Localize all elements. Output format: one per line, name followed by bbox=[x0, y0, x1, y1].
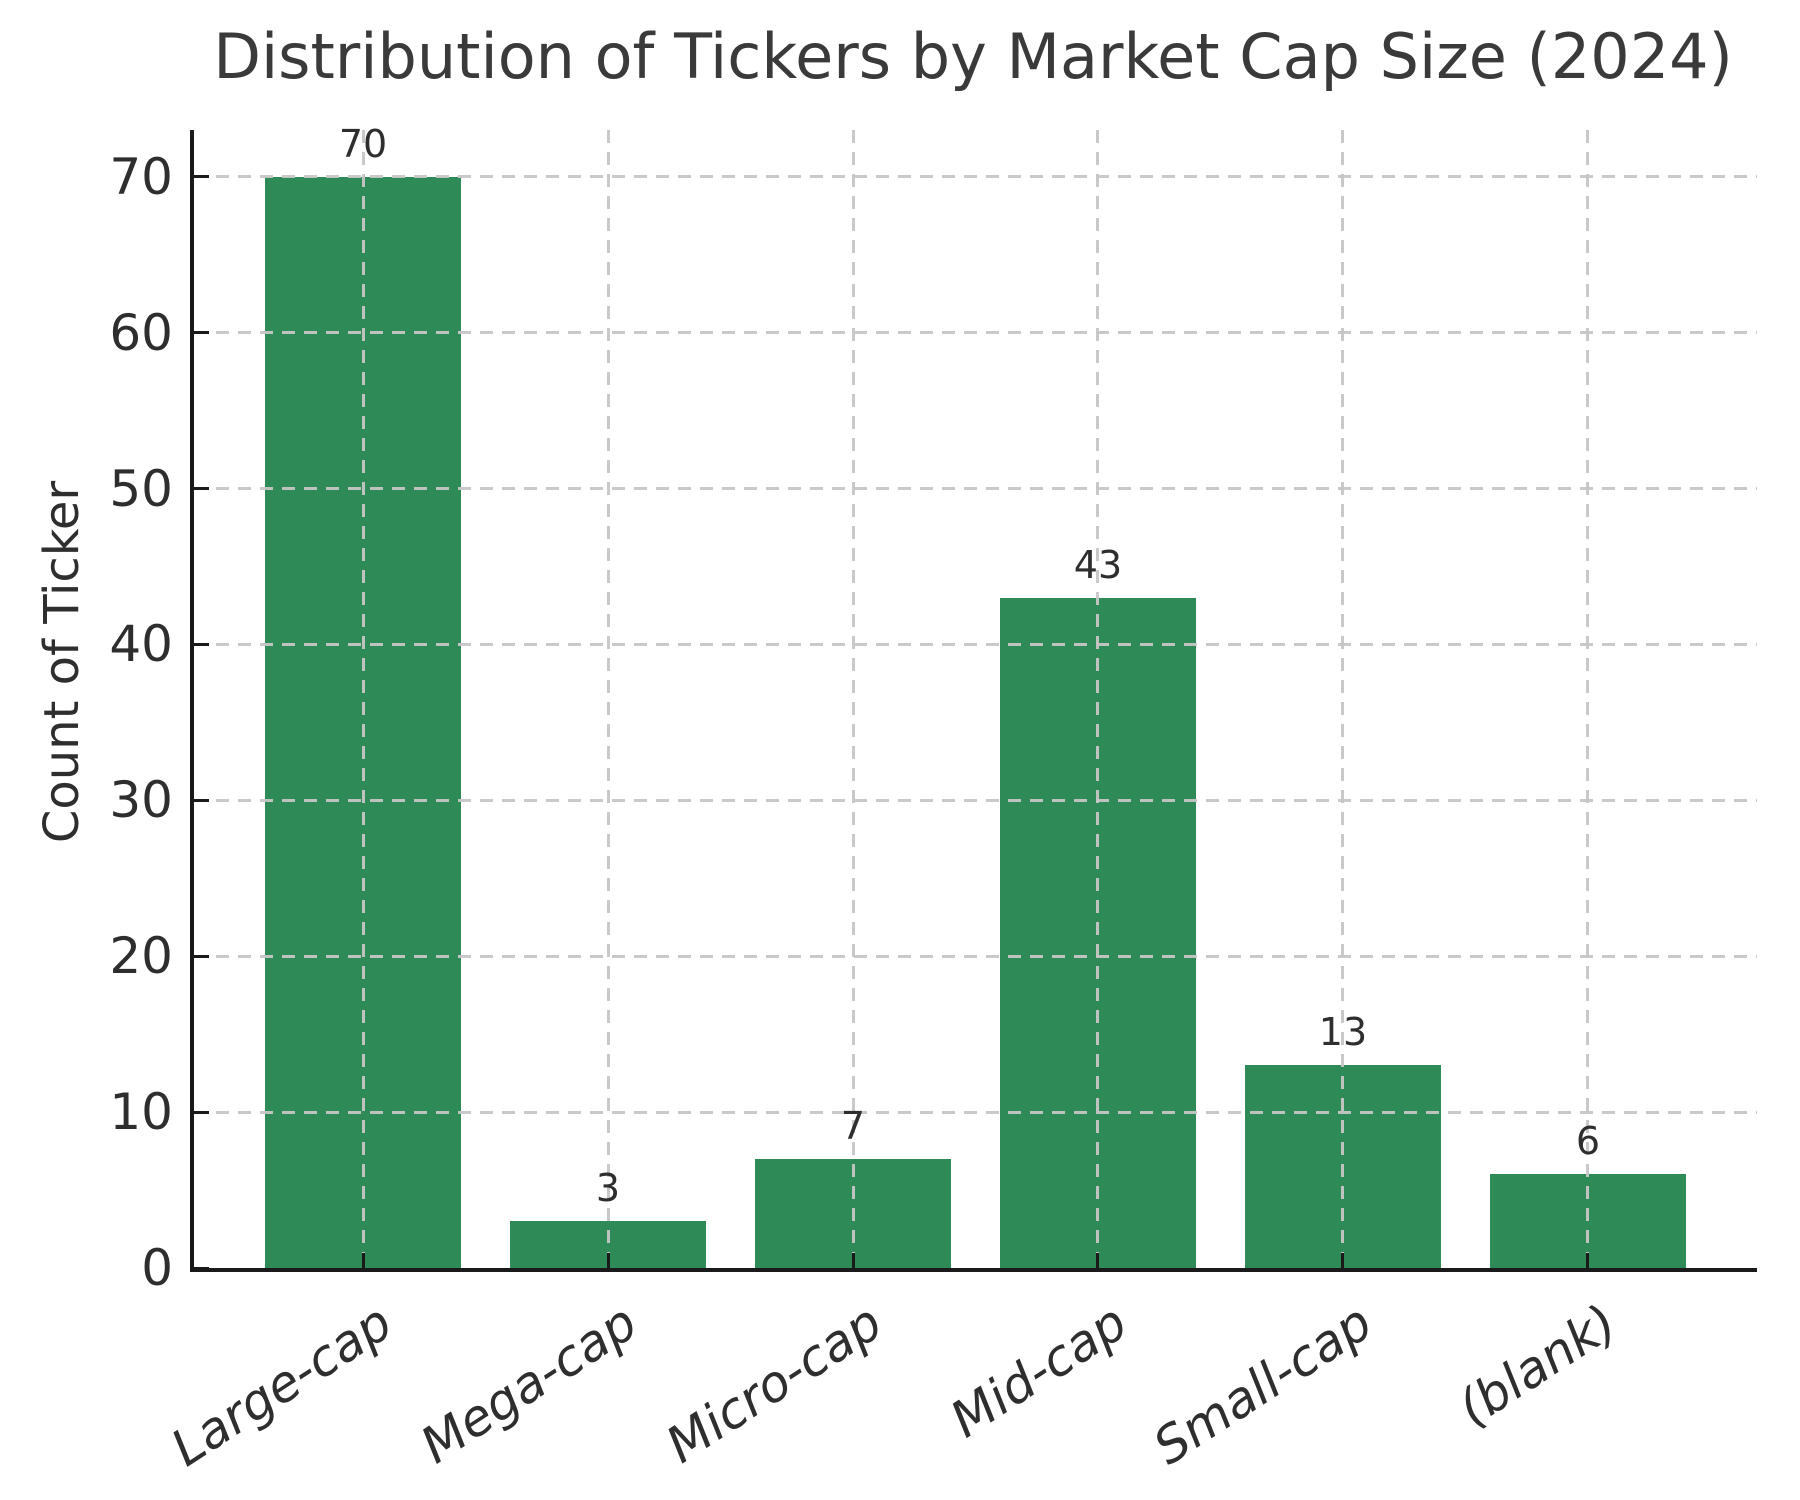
y-tick-20 bbox=[194, 954, 209, 958]
x-tick-(blank) bbox=[1586, 1253, 1590, 1268]
y-tick-10 bbox=[194, 1110, 209, 1114]
h-gridline-70 bbox=[194, 175, 1757, 179]
y-tick-70 bbox=[194, 175, 209, 179]
v-gridline-Large-cap bbox=[361, 130, 365, 1268]
chart-title: Distribution of Tickers by Market Cap Si… bbox=[213, 20, 1733, 93]
y-tick-60 bbox=[194, 331, 209, 335]
plot-area: 0 10 20 30 40 50 60 70 Large-cap 70 Mega-cap 3 Micro… bbox=[109, 122, 1757, 1478]
x-tick-Mid-cap bbox=[1096, 1253, 1100, 1268]
bar-value-label-Large-cap: 70 bbox=[338, 121, 388, 166]
bar-value-label-Small-cap: 13 bbox=[1318, 1010, 1368, 1055]
x-tick-Mega-cap bbox=[606, 1253, 610, 1268]
x-tick-Small-cap bbox=[1341, 1253, 1345, 1268]
y-tick-label-10: 10 bbox=[109, 1083, 173, 1142]
v-gridline-Mid-cap bbox=[1096, 130, 1100, 1268]
h-gridline-10 bbox=[194, 1110, 1757, 1114]
x-tick-Micro-cap bbox=[851, 1253, 855, 1268]
y-tick-50 bbox=[194, 487, 209, 491]
h-gridline-20 bbox=[194, 954, 1757, 958]
y-tick-0 bbox=[194, 1266, 209, 1270]
y-tick-40 bbox=[194, 642, 209, 646]
y-tick-label-60: 60 bbox=[109, 303, 173, 362]
h-gridline-50 bbox=[194, 487, 1757, 491]
y-tick-label-50: 50 bbox=[109, 459, 173, 518]
bar-value-label-(blank): 6 bbox=[1575, 1119, 1601, 1164]
h-gridline-40 bbox=[194, 642, 1757, 646]
h-gridline-30 bbox=[194, 798, 1757, 802]
bar-value-label-Mid-cap: 43 bbox=[1073, 542, 1123, 587]
y-tick-label-20: 20 bbox=[109, 927, 173, 986]
y-tick-30 bbox=[194, 798, 209, 802]
x-tick-Large-cap bbox=[361, 1253, 365, 1268]
y-tick-label-70: 70 bbox=[109, 147, 173, 206]
v-gridline-Mega-cap bbox=[606, 130, 610, 1268]
bar-value-label-Mega-cap: 3 bbox=[595, 1166, 621, 1211]
v-gridline-Small-cap bbox=[1341, 130, 1345, 1268]
y-tick-label-40: 40 bbox=[109, 615, 173, 674]
y-tick-label-30: 30 bbox=[109, 771, 173, 830]
v-gridline-Micro-cap bbox=[851, 130, 855, 1268]
y-tick-label-0: 0 bbox=[141, 1239, 173, 1297]
v-gridline-(blank) bbox=[1586, 130, 1590, 1268]
h-gridline-60 bbox=[194, 331, 1757, 335]
bar-value-label-Micro-cap: 7 bbox=[840, 1103, 866, 1148]
